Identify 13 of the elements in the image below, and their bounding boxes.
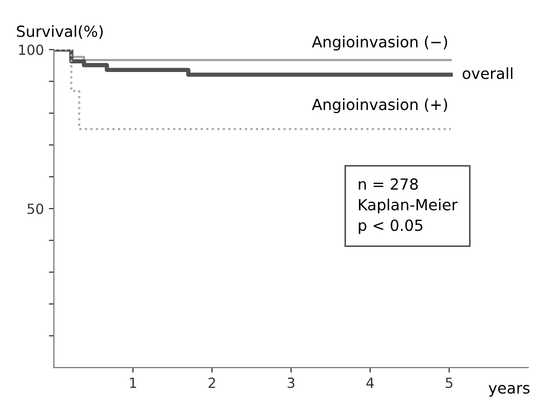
series-label: overall	[462, 67, 512, 80]
x-tick-label: 4	[366, 378, 374, 388]
y-axis-title: Survival(%)	[16, 25, 103, 39]
x-tick-label: 2	[208, 378, 216, 388]
y-tick-label: 50	[28, 204, 44, 214]
series-label: Angioinvasion (−)	[312, 36, 448, 51]
series-label: Angioinvasion (+)	[312, 98, 448, 114]
x-tick-label: 3	[288, 378, 294, 388]
y-tick-label: 100	[19, 44, 44, 56]
x-tick-label: 1	[130, 378, 136, 388]
annotation: n = 278 Kaplan-Meier p < 0.05	[358, 178, 458, 234]
x-tick-label: 5	[446, 378, 452, 388]
x-axis-title: years	[488, 384, 530, 397]
